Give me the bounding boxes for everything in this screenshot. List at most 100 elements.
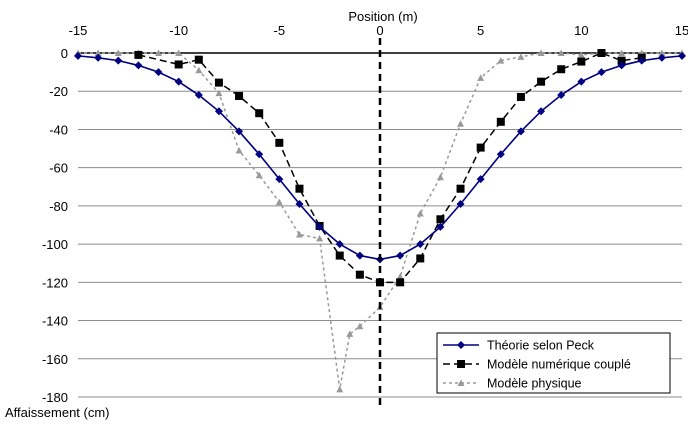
y-tick-label: -180 <box>42 390 68 405</box>
data-point <box>174 77 183 86</box>
data-point <box>436 173 444 181</box>
data-point <box>335 251 344 260</box>
y-tick-label: -60 <box>49 161 68 176</box>
data-point <box>597 49 606 57</box>
data-point <box>537 77 546 86</box>
data-point <box>255 109 264 118</box>
data-point <box>154 68 163 77</box>
data-point <box>577 51 585 58</box>
data-point <box>517 53 525 60</box>
data-point <box>194 91 203 100</box>
data-point <box>416 240 425 249</box>
legend-label: Modèle physique <box>487 377 582 391</box>
y-tick-label: -160 <box>42 352 68 367</box>
data-point <box>456 199 465 208</box>
data-point <box>275 175 284 184</box>
legend-items: Théorie selon Peck Modèle numérique coupl… <box>443 339 631 391</box>
x-tick-labels: -15 -10 -5 0 5 10 15 <box>69 23 688 38</box>
legend-marker <box>457 341 465 349</box>
x-tick-label: -15 <box>69 23 88 38</box>
data-point <box>295 199 304 208</box>
data-point <box>497 57 505 64</box>
data-point <box>456 184 465 193</box>
data-point <box>557 49 565 56</box>
data-point <box>416 254 425 263</box>
legend-marker <box>457 360 465 368</box>
legend-item: Modèle numérique couplé <box>443 358 631 372</box>
y-tick-label: -20 <box>49 84 68 99</box>
data-point <box>617 61 626 70</box>
legend-item: Modèle physique <box>443 377 582 391</box>
y-tick-label: -140 <box>42 314 68 329</box>
legend-label: Théorie selon Peck <box>487 339 595 353</box>
data-point <box>315 222 324 231</box>
data-point <box>557 65 566 74</box>
data-point <box>275 138 284 147</box>
data-point <box>255 150 264 159</box>
x-tick-label: 0 <box>376 23 383 38</box>
data-point <box>396 251 405 260</box>
data-point <box>215 89 223 97</box>
y-tick-label: -80 <box>49 199 68 214</box>
legend-marker <box>457 379 465 386</box>
data-point <box>94 53 103 62</box>
data-point <box>496 150 505 159</box>
legend-item: Théorie selon Peck <box>443 339 595 353</box>
data-point <box>617 56 626 65</box>
legend: Théorie selon Peck Modèle numérique coupl… <box>436 332 671 394</box>
data-point <box>94 49 102 56</box>
data-point <box>295 184 304 193</box>
data-point <box>436 222 445 231</box>
data-point <box>537 107 546 116</box>
data-point <box>396 273 404 280</box>
x-tick-label: 5 <box>477 23 484 38</box>
data-point <box>335 240 344 249</box>
data-point <box>134 50 143 59</box>
data-point <box>537 49 545 56</box>
data-point <box>336 385 344 393</box>
data-point <box>355 270 364 279</box>
data-point <box>155 49 163 56</box>
data-point <box>496 117 505 126</box>
data-point <box>174 60 183 69</box>
data-point <box>235 92 244 100</box>
data-point <box>597 68 606 77</box>
data-point <box>275 198 283 206</box>
data-point <box>396 278 405 287</box>
data-point <box>74 51 82 60</box>
data-point <box>175 49 183 56</box>
data-point <box>436 215 445 224</box>
x-tick-label: 15 <box>675 23 688 38</box>
data-point <box>356 322 364 330</box>
y-tick-label: -40 <box>49 122 68 137</box>
series-line <box>78 52 682 390</box>
y-tick-labels: 0 -20 -40 -60 -80 -100 -120 -140 -160 -180 <box>42 46 68 405</box>
x-tick-label: -5 <box>274 23 286 38</box>
data-point <box>194 55 203 64</box>
data-point <box>516 127 525 136</box>
data-point <box>577 57 586 66</box>
y-tick-label: -120 <box>42 275 68 290</box>
data-point <box>557 91 566 100</box>
data-point <box>516 92 525 101</box>
data-point <box>476 143 485 152</box>
x-axis-title: Position (m) <box>348 9 417 24</box>
series-layer <box>74 49 686 393</box>
data-point <box>235 127 244 136</box>
data-point <box>134 61 143 70</box>
x-tick-label: -10 <box>169 23 188 38</box>
y-tick-label: -100 <box>42 237 68 252</box>
data-point <box>346 330 354 337</box>
data-point <box>577 77 586 86</box>
data-point <box>657 53 666 62</box>
data-point <box>477 74 485 81</box>
data-point <box>355 251 364 260</box>
data-point <box>214 78 223 87</box>
data-point <box>195 66 203 74</box>
data-point <box>678 51 686 60</box>
data-point <box>457 120 465 127</box>
data-point <box>658 49 666 56</box>
data-point <box>476 175 485 184</box>
y-axis-title: Affaissement (cm) <box>5 405 110 420</box>
